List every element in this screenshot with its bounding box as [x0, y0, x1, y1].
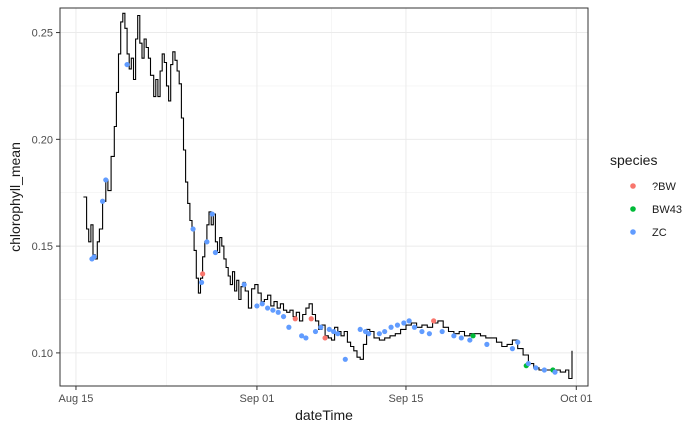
point-zc	[541, 367, 547, 373]
data-line	[83, 12, 573, 380]
point-zc	[198, 279, 205, 286]
point-bw	[322, 335, 328, 341]
legend-title: species	[610, 152, 657, 168]
point-zc	[342, 356, 348, 362]
point-zc	[439, 328, 445, 335]
point-zc	[357, 326, 363, 333]
point-zc	[103, 177, 109, 183]
x-tick-label: Sep 15	[389, 393, 424, 405]
point-zc	[552, 369, 558, 375]
point-bw	[431, 318, 437, 324]
legend-key-bw43	[630, 206, 636, 212]
axes: Aug 15 Sep 01 Sep 15 Oct 01 0.10 0.15 0.20 0.25	[32, 7, 592, 405]
point-zc	[312, 328, 319, 335]
point-zc	[91, 254, 97, 260]
x-tick-label: Aug 15	[59, 393, 94, 405]
legend: ?BW BW43 ZC	[630, 181, 682, 239]
data-line-layer	[83, 12, 573, 380]
legend-label-bw43: BW43	[652, 204, 682, 216]
point-zc	[509, 346, 516, 352]
point-zc	[426, 331, 432, 337]
point-zc	[484, 341, 490, 347]
point-zc	[254, 303, 260, 309]
y-tick-label: 0.10	[32, 348, 53, 360]
point-bw	[200, 271, 206, 277]
point-zc	[401, 320, 407, 326]
point-bw	[292, 316, 298, 322]
legend-label-bw: ?BW	[652, 181, 676, 193]
point-zc	[286, 324, 292, 330]
point-zc	[419, 328, 425, 335]
point-zc	[458, 335, 464, 341]
point-zc	[330, 328, 337, 335]
legend-label-zc: ZC	[652, 227, 667, 239]
point-zc	[299, 333, 305, 339]
y-tick-label: 0.20	[32, 134, 53, 146]
point-zc	[406, 318, 412, 324]
point-zc	[275, 309, 281, 315]
point-zc	[335, 331, 341, 337]
point-zc	[318, 324, 324, 330]
point-zc	[124, 61, 130, 68]
point-zc	[388, 324, 394, 330]
grid	[60, 8, 588, 386]
point-zc	[411, 324, 418, 330]
panel-border	[59, 7, 589, 387]
plot-panel	[60, 8, 588, 386]
legend-key-bw	[630, 183, 636, 189]
point-bw	[308, 316, 314, 322]
y-tick-label: 0.25	[32, 28, 53, 40]
point-zc	[99, 198, 106, 204]
point-zc	[366, 331, 372, 337]
point-zc	[533, 365, 539, 371]
y-tick-label: 0.15	[32, 241, 53, 253]
point-zc	[264, 305, 271, 311]
point-zc	[394, 322, 401, 328]
x-tick-label: Sep 01	[239, 393, 274, 405]
point-zc	[467, 337, 473, 343]
plot-background	[60, 8, 588, 386]
point-zc	[451, 333, 457, 339]
point-zc	[382, 328, 388, 335]
x-axis-title: dateTime	[295, 407, 353, 423]
point-zc	[376, 331, 382, 337]
point-zc	[204, 239, 210, 245]
y-axis-title: chlorophyll_mean	[7, 142, 23, 252]
point-bw43	[470, 333, 476, 339]
point-zc	[259, 301, 265, 307]
data-points-layer	[89, 61, 558, 375]
point-zc	[326, 326, 332, 333]
point-zc	[190, 226, 196, 232]
point-zc	[515, 339, 521, 345]
x-tick-label: Oct 01	[560, 393, 592, 405]
point-zc	[303, 335, 309, 341]
point-zc	[212, 249, 219, 256]
point-zc	[525, 360, 531, 367]
legend-key-zc	[630, 229, 636, 235]
point-zc	[280, 313, 287, 320]
point-zc	[209, 211, 215, 217]
point-zc	[241, 281, 247, 288]
point-zc	[270, 307, 276, 313]
